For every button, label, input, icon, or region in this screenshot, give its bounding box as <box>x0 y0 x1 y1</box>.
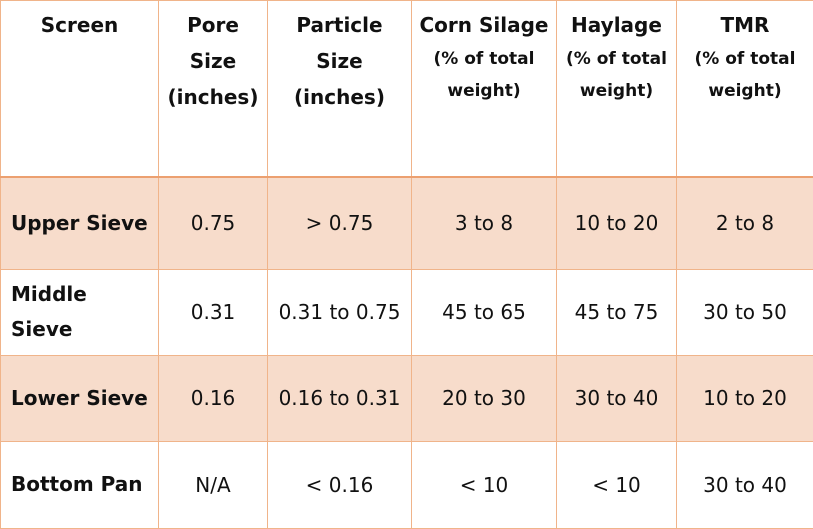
row-header: Middle Sieve <box>1 269 159 355</box>
table-cell: < 0.16 <box>268 441 412 528</box>
row-header: Upper Sieve <box>1 177 159 269</box>
table-cell: 20 to 30 <box>412 355 557 441</box>
table-cell: < 10 <box>412 441 557 528</box>
header-line: Pore <box>165 7 261 43</box>
header-line: weight) <box>683 75 807 107</box>
table-cell: 30 to 40 <box>677 441 813 528</box>
table-cell: N/A <box>159 441 268 528</box>
header-line: weight) <box>563 75 670 107</box>
header-line: (inches) <box>274 79 405 115</box>
table-cell: 10 to 20 <box>677 355 813 441</box>
table-cell: 10 to 20 <box>557 177 677 269</box>
table-cell: 0.31 to 0.75 <box>268 269 412 355</box>
header-line: Corn Silage <box>418 7 550 43</box>
header-line: Screen <box>7 7 152 43</box>
table-cell: > 0.75 <box>268 177 412 269</box>
header-cell: Screen <box>1 1 159 178</box>
table-cell: 45 to 75 <box>557 269 677 355</box>
header-line: Particle <box>274 7 405 43</box>
header-line: (% of total <box>563 43 670 75</box>
header-line: Size <box>165 43 261 79</box>
table-cell: 30 to 50 <box>677 269 813 355</box>
header-line: TMR <box>683 7 807 43</box>
table-cell: 0.75 <box>159 177 268 269</box>
table-cell: 45 to 65 <box>412 269 557 355</box>
header-line: weight) <box>418 75 550 107</box>
table-cell: 0.16 to 0.31 <box>268 355 412 441</box>
row-header: Bottom Pan <box>1 441 159 528</box>
row-header: Lower Sieve <box>1 355 159 441</box>
table-cell: 0.16 <box>159 355 268 441</box>
header-line: (% of total <box>418 43 550 75</box>
header-line: Size <box>274 43 405 79</box>
header-line: (% of total <box>683 43 807 75</box>
table-cell: 3 to 8 <box>412 177 557 269</box>
table-cell: 0.31 <box>159 269 268 355</box>
table-cell: < 10 <box>557 441 677 528</box>
header-line: (inches) <box>165 79 261 115</box>
table-cell: 30 to 40 <box>557 355 677 441</box>
table-cell: 2 to 8 <box>677 177 813 269</box>
header-line: Haylage <box>563 7 670 43</box>
